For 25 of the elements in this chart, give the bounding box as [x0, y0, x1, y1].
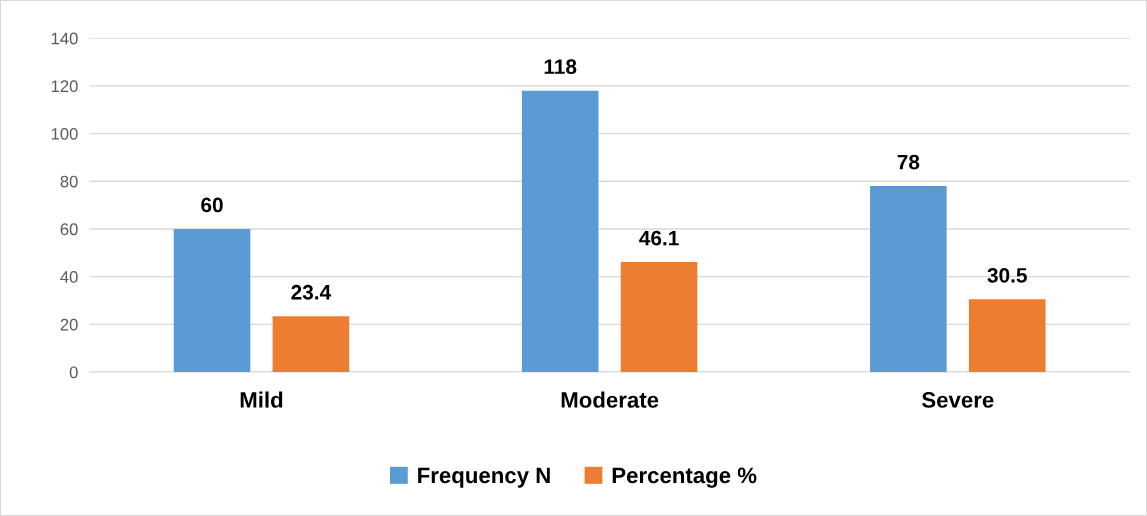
bar — [521, 90, 599, 373]
data-label: 78 — [897, 154, 920, 170]
legend-label: Frequency N — [418, 467, 550, 488]
legend-label: Percentage % — [612, 467, 757, 488]
data-label: 60 — [201, 197, 223, 213]
data-label: 30.5 — [987, 267, 1027, 283]
y-tick-label: 100 — [51, 127, 78, 140]
data-label: 118 — [544, 59, 577, 75]
bar — [620, 262, 698, 373]
x-tick-label: Mild — [240, 391, 283, 408]
y-tick-label: 140 — [51, 32, 78, 45]
bar — [968, 299, 1046, 373]
x-tick-label: Moderate — [561, 391, 659, 408]
y-tick-label: 0 — [69, 366, 78, 379]
y-tick-label: 80 — [60, 175, 78, 188]
y-tick-label: 40 — [60, 271, 78, 283]
data-label: 46.1 — [639, 230, 679, 246]
x-tick-label: Severe — [921, 392, 994, 408]
data-label: 23.4 — [291, 284, 332, 300]
bar — [272, 316, 350, 373]
y-tick-label: 20 — [60, 318, 78, 331]
y-tick-label: 60 — [60, 223, 78, 236]
bar — [870, 186, 947, 373]
bar — [173, 228, 251, 373]
y-tick-label: 120 — [51, 80, 78, 93]
